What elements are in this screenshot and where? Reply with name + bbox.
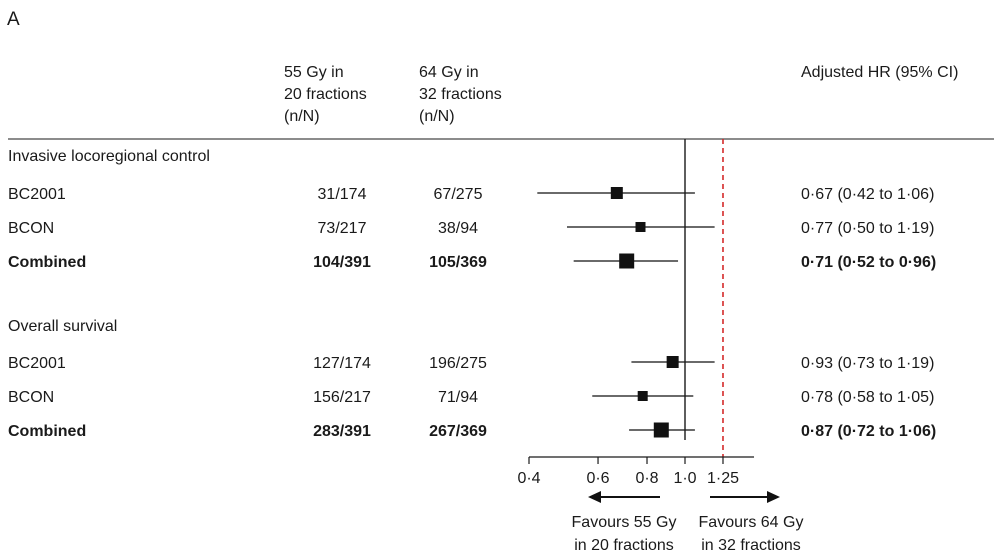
row-label: Combined (8, 254, 86, 271)
row-n-64gy: 267/369 (429, 423, 487, 440)
row-n-64gy: 105/369 (429, 254, 487, 271)
hr-marker (610, 187, 623, 199)
row-n-55gy: 127/174 (313, 355, 371, 372)
row-label: BCON (8, 389, 54, 406)
favours-left-line2: in 20 fractions (574, 537, 674, 554)
favours-right-arrowhead (767, 491, 780, 503)
favours-right-line2: in 32 fractions (701, 537, 801, 554)
header-55gy-line1: 55 Gy in (284, 64, 344, 81)
row-n-55gy: 283/391 (313, 423, 371, 440)
row-n-55gy: 73/217 (318, 220, 367, 237)
favours-left-line1: Favours 55 Gy (572, 514, 677, 531)
x-tick-label: 1·25 (707, 470, 739, 487)
row-n-64gy: 196/275 (429, 355, 487, 372)
header-64gy-line3: (n/N) (419, 108, 455, 125)
row-n-55gy: 156/217 (313, 389, 371, 406)
row-n-64gy: 67/275 (434, 186, 483, 203)
favours-right-line1: Favours 64 Gy (699, 514, 804, 531)
header-64gy-line1: 64 Gy in (419, 64, 479, 81)
table-rows: Invasive locoregional control BC2001 31/17… (8, 148, 936, 440)
row-hr-text: 0·93 (0·73 to 1·19) (801, 355, 934, 372)
hr-marker (635, 222, 646, 232)
row-hr-text: 0·87 (0·72 to 1·06) (801, 423, 936, 440)
hr-marker (666, 356, 679, 368)
row-n-55gy: 31/174 (318, 186, 367, 203)
section-title: Overall survival (8, 318, 117, 335)
x-tick-label: 0·8 (635, 470, 658, 487)
plot-area: 0·4 0·6 0·8 1·0 1·25 Favours 55 Gy in 20 fract… (517, 139, 803, 554)
row-hr-text: 0·78 (0·58 to 1·05) (801, 389, 934, 406)
row-label: BCON (8, 220, 54, 237)
row-label: BC2001 (8, 355, 66, 372)
row-hr-text: 0·71 (0·52 to 0·96) (801, 254, 936, 271)
x-tick-label: 0·6 (586, 470, 609, 487)
row-label: BC2001 (8, 186, 66, 203)
row-n-55gy: 104/391 (313, 254, 371, 271)
favours-left-arrowhead (588, 491, 601, 503)
section-title: Invasive locoregional control (8, 148, 210, 165)
row-label: Combined (8, 423, 86, 440)
row-hr-text: 0·67 (0·42 to 1·06) (801, 186, 934, 203)
hr-marker (637, 391, 648, 401)
row-n-64gy: 38/94 (438, 220, 478, 237)
header-64gy-line2: 32 fractions (419, 86, 502, 103)
panel-label: A (7, 9, 20, 30)
header-55gy-line2: 20 fractions (284, 86, 367, 103)
header-55gy-line3: (n/N) (284, 108, 320, 125)
row-n-64gy: 71/94 (438, 389, 478, 406)
x-tick-label: 1·0 (673, 470, 696, 487)
x-tick-label: 0·4 (517, 470, 540, 487)
header-adjusted-hr: Adjusted HR (95% CI) (801, 64, 958, 81)
hr-marker (653, 422, 669, 438)
hr-marker (619, 253, 635, 269)
row-hr-text: 0·77 (0·50 to 1·19) (801, 220, 934, 237)
